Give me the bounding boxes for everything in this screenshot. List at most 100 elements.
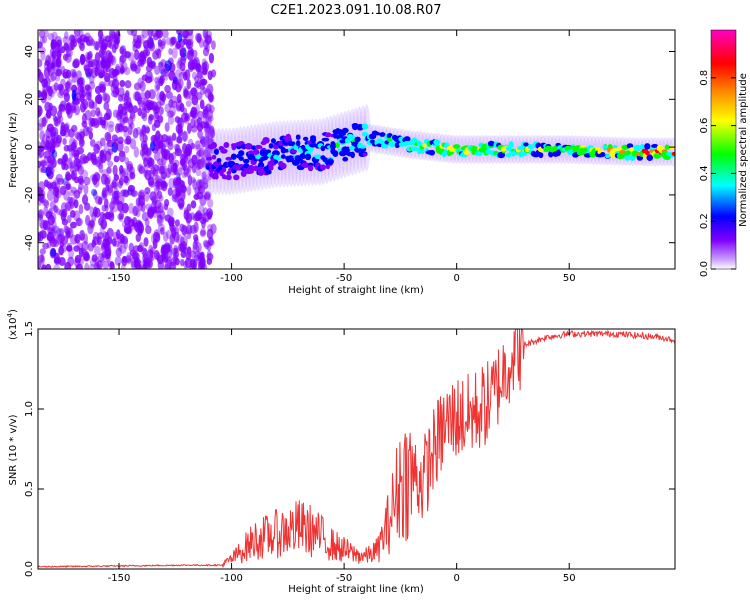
spectrogram-ridge-cell [262,136,270,144]
spectrogram-noise-cell [174,257,180,266]
spectrogram-noise-cell [85,214,91,226]
spectrogram-noise-cell [185,252,192,261]
spectrogram-noise-cell [161,134,169,143]
spectrogram-noise-cell [97,30,104,39]
spectrogram-noise-cell [132,91,140,101]
spectrogram-ridge-cell [214,173,219,180]
spectrogram-ridge-cell [358,144,367,149]
spectrogram-noise-cell [63,180,71,189]
spectrogram-noise-cell [41,264,47,269]
spectrogram-noise-cell [84,262,90,269]
spectrogram-noise-cell [78,84,83,95]
spectrogram-noise-cell [111,190,119,200]
spectrogram-ridge-cell [273,159,279,164]
spectrogram-noise-cell [94,52,101,64]
colorbar-tick-label: 0.4 [699,165,710,181]
spectrogram-noise-cell [74,131,81,140]
spectrogram-noise-cell [139,80,146,92]
spectrogram-noise-cell [154,250,160,260]
spectrogram-noise-cell [186,185,192,196]
spectrogram-noise-cell [202,47,210,57]
spectrogram-noise-cell [54,35,62,45]
spectrogram-noise-cell [123,175,129,184]
spectrogram-noise-cell [190,200,197,209]
spectrogram-noise-cell [129,249,136,257]
spectrogram-ridge-cell [211,154,217,160]
spectrogram-ridge-cell [639,143,645,150]
spectrogram-noise-cell [182,130,187,143]
spectrogram-noise-cell [192,240,198,250]
spectrogram-noise-cell [58,84,65,96]
spectrogram-noise-cell [171,188,179,200]
spectrogram-noise-cell [73,157,81,167]
spectrogram-noise-cell [63,92,70,103]
spectrogram-noise-cell [141,124,147,136]
spectrogram-halo-cell [668,137,675,167]
spectrogram-noise-cell [38,181,46,193]
spectrogram-noise-cell [193,221,199,233]
spectrogram-noise-cell [50,248,57,257]
spectrogram-noise-cell [115,247,122,257]
spectrogram-noise-cell [152,199,158,207]
spectrogram-noise-cell [123,67,131,76]
spectrogram-noise-cell [43,205,49,217]
spectrogram-noise-cell [163,71,169,81]
spectrogram-noise-cell [107,52,114,63]
spectrogram-noise-cell [148,114,154,121]
spectrogram-noise-cell [167,187,173,196]
spectrogram-noise-cell [106,166,112,174]
spectrogram-ridge-cell [221,166,227,173]
spectrogram-noise-cell [107,261,113,268]
spectrogram-noise-cell [154,81,160,93]
spectrogram-ridge-cell [265,149,272,154]
spectrogram-noise-cell [128,202,134,215]
spectrogram-noise-cell [133,82,142,91]
spectrogram-x-tick-label: -100 [220,273,243,284]
spectrogram-noise-cell [99,85,106,93]
spectrogram-noise-cell [159,98,165,106]
spectrogram-noise-cell [203,39,209,50]
spectrogram-ridge-cell [242,158,250,164]
spectrogram-ridge-cell [428,149,435,156]
spectrogram-ridge-cell [409,139,415,146]
spectrogram-noise-cell [47,85,53,97]
spectrogram-noise-cell [152,209,160,219]
spectrogram-noise-cell [152,134,158,142]
spectrogram-noise-cell [153,144,160,152]
spectrogram-noise-cell [206,83,214,95]
spectrogram-noise-cell [190,125,198,133]
spectrogram-ridge-cell [280,162,287,170]
spectrogram-noise-cell [62,153,69,163]
spectrogram-noise-cell [43,200,50,209]
spectrogram-noise-cell [60,78,66,87]
spectrogram-noise-cell [70,101,76,112]
spectrogram-noise-cell [186,30,194,36]
spectrogram-noise-cell [207,198,214,208]
spectrogram-noise-cell [203,192,211,201]
spectrogram-noise-cell [177,32,183,43]
spectrogram-noise-cell [83,64,90,73]
spectrogram-ridge-cell [246,143,252,149]
spectrogram-ridge-cell [602,145,609,149]
spectrogram-noise-cell [194,140,201,150]
spectrogram-noise-cell [150,166,156,175]
spectrogram-noise-cell [185,100,192,107]
spectrogram-noise-cell [138,195,146,207]
spectrogram-noise-cell [53,82,59,92]
spectrogram-noise-cell [157,205,164,214]
spectrogram-ridge-cell [252,149,260,156]
spectrogram-noise-cell [123,145,130,154]
spectrogram-ridge-cell [254,144,263,150]
spectrogram-noise-cell [196,180,203,191]
spectrogram-noise-cell [58,245,64,256]
spectrogram-noise-cell [132,43,138,53]
spectrogram-noise-cell [205,36,212,46]
spectrogram-ridge-cell [612,144,618,149]
spectrogram-noise-cell [206,250,212,258]
spectrogram-noise-cell [157,39,163,47]
spectrogram-noise-cell [113,155,120,163]
spectrogram-noise-cell [207,129,214,139]
spectrogram-ridge-cell [644,143,651,150]
spectrogram-noise-cell [186,40,194,50]
spectrogram-noise-cell [47,32,55,41]
